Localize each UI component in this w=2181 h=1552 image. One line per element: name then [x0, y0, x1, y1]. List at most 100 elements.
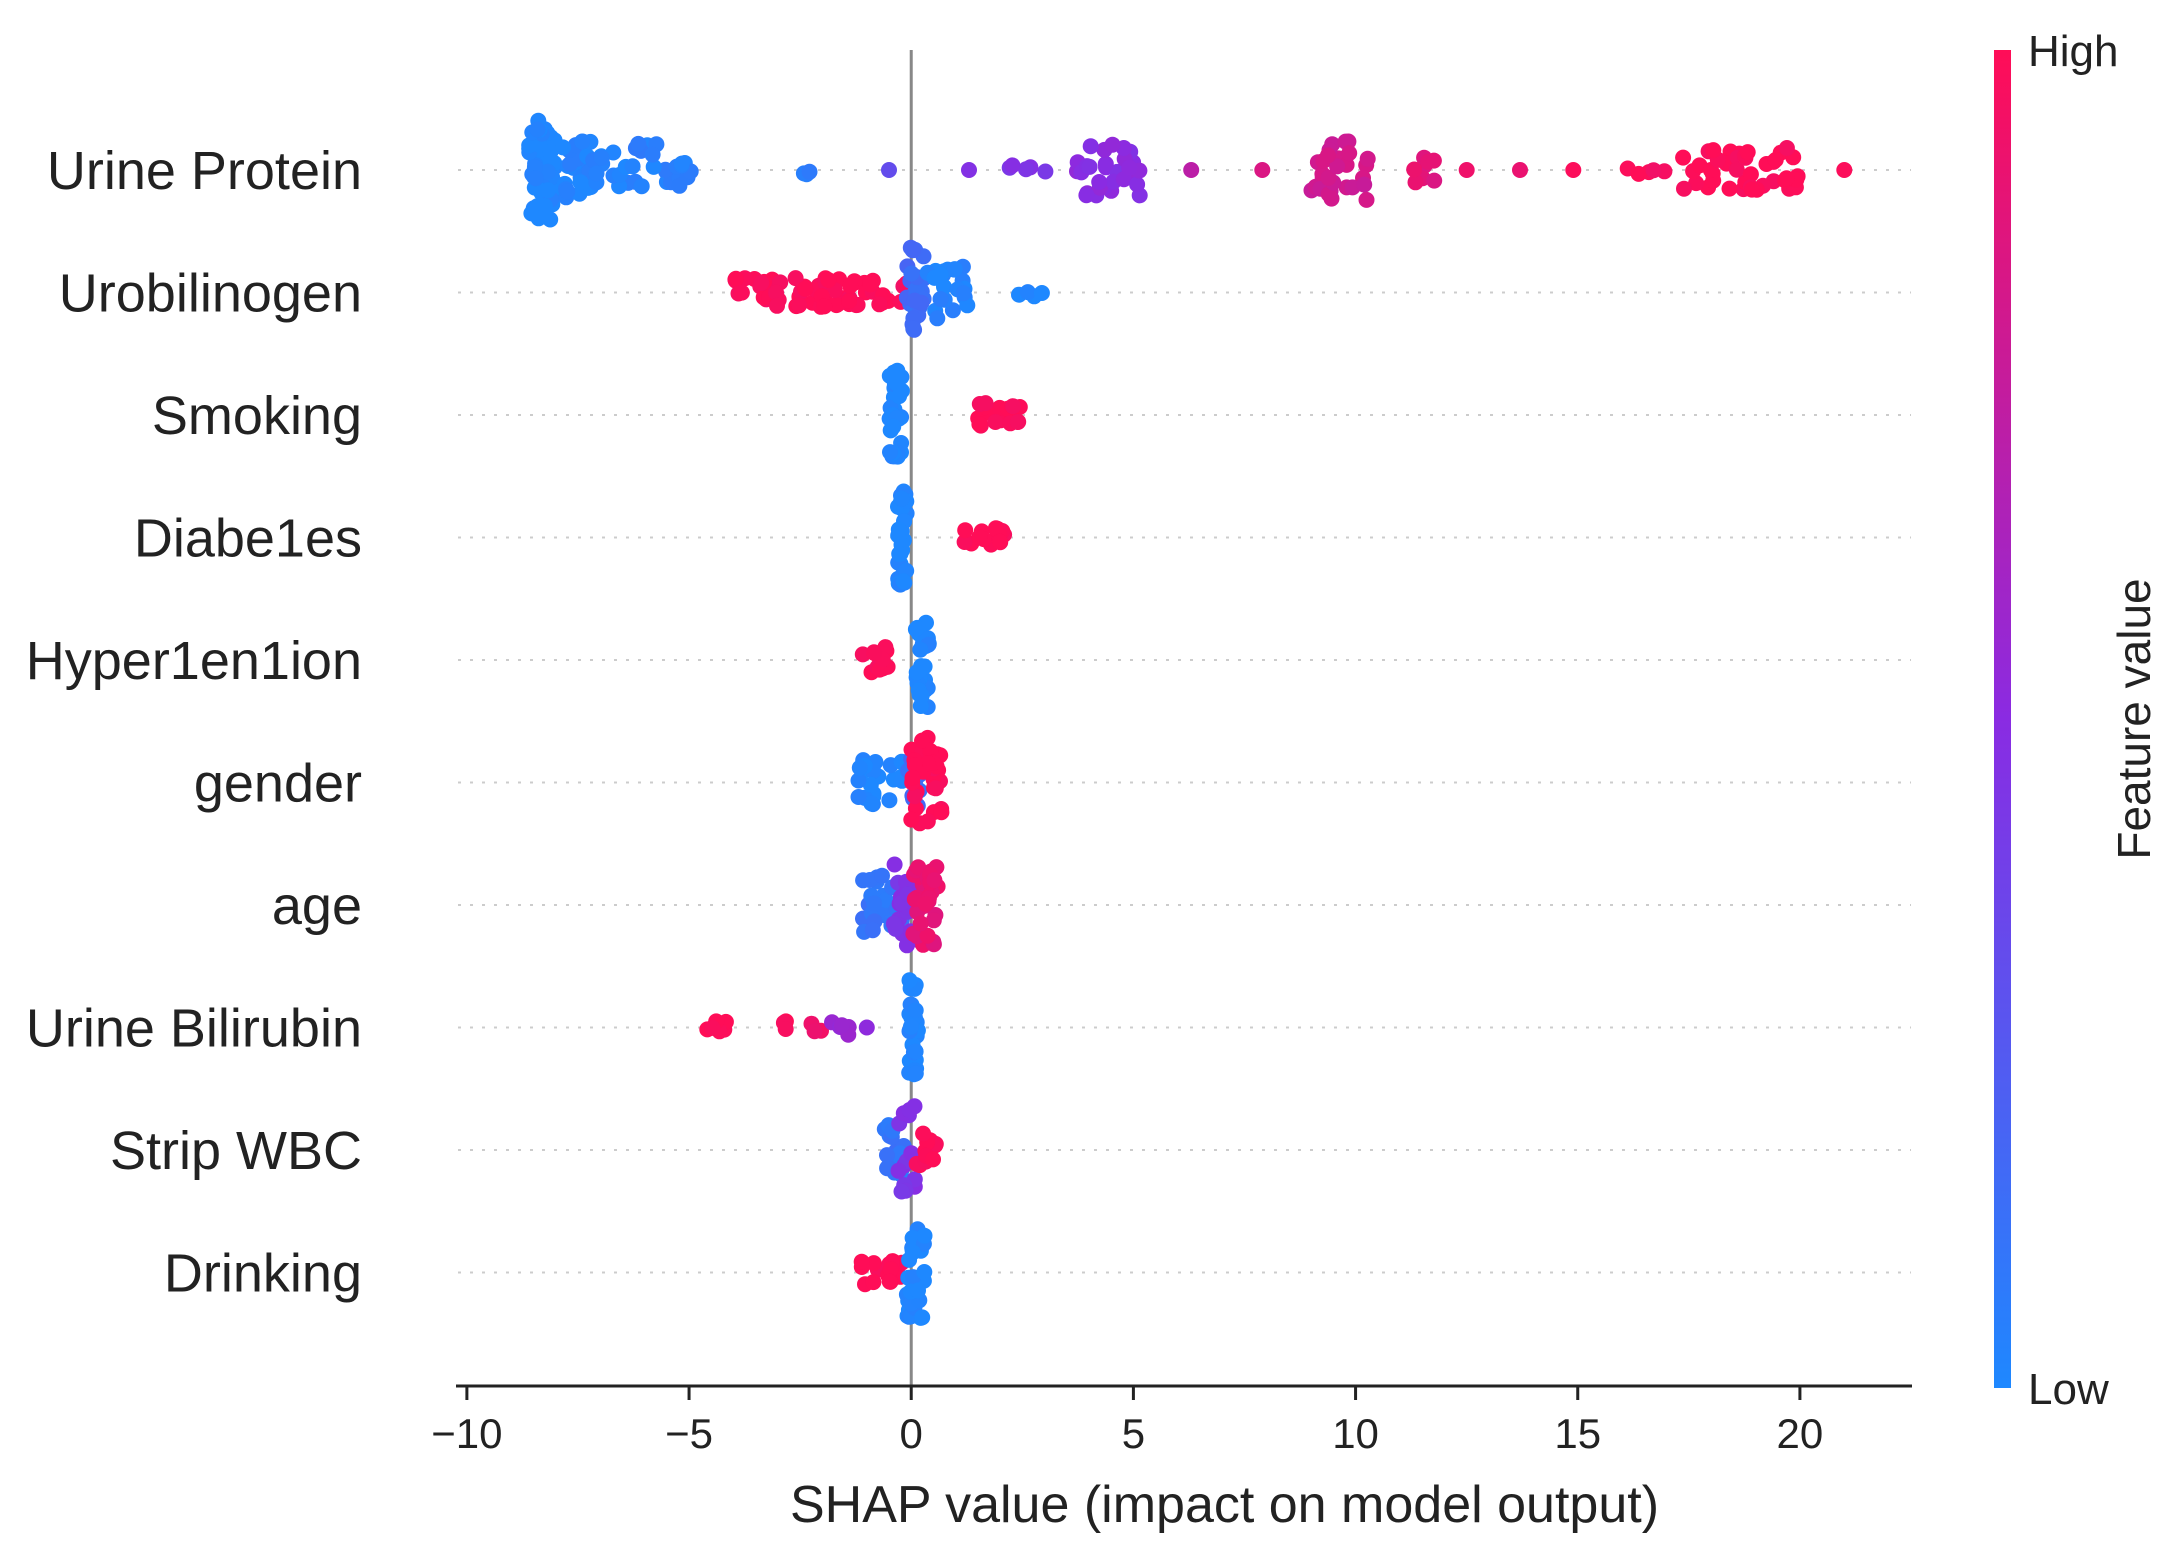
feature-label: Drinking	[164, 1244, 362, 1304]
shap-point	[1329, 158, 1346, 175]
shap-point	[903, 811, 920, 828]
x-tick-label: −10	[431, 1410, 502, 1457]
shap-point	[828, 297, 845, 314]
shap-point	[530, 210, 547, 227]
shap-point	[554, 139, 571, 156]
shap-point	[833, 1017, 850, 1034]
shap-point	[891, 388, 908, 405]
shap-point	[1728, 161, 1745, 178]
x-tick-label: −5	[665, 1410, 713, 1457]
shap-point	[1425, 152, 1442, 169]
x-tick-label: 15	[1554, 1410, 1601, 1457]
shap-point	[704, 1019, 721, 1036]
shap-point	[957, 522, 974, 539]
shap-point	[886, 856, 903, 873]
shap-point	[1705, 142, 1722, 159]
shap-point	[902, 1018, 919, 1035]
shap-point	[1356, 176, 1373, 193]
colorbar-gradient	[1994, 50, 2011, 1388]
shap-point	[1630, 165, 1647, 182]
shap-point	[753, 274, 770, 291]
shap-point	[1005, 398, 1021, 415]
shap-point	[913, 688, 930, 704]
shap-point	[906, 757, 923, 774]
shap-point	[842, 277, 859, 294]
shap-point	[1359, 150, 1376, 167]
shap-point	[630, 135, 647, 152]
shap-point	[769, 297, 785, 314]
shap-point	[866, 645, 883, 661]
shap-dots	[521, 112, 1853, 1326]
shap-point	[915, 1125, 932, 1142]
shap-point	[866, 895, 883, 912]
x-axis: −10 −5 0 5 10 15 20	[431, 1384, 1912, 1457]
shap-point	[574, 133, 591, 150]
shap-point	[893, 490, 910, 507]
shap-point	[893, 1183, 910, 1200]
shap-point	[855, 872, 872, 889]
shap-point	[1836, 162, 1853, 178]
shap-point	[1097, 155, 1114, 172]
shap-point	[862, 276, 879, 293]
shap-point	[865, 1255, 882, 1272]
shap-point	[904, 242, 921, 259]
shap-point	[529, 121, 546, 138]
shap-point	[1743, 181, 1760, 198]
shap-point	[1512, 162, 1528, 178]
shap-point	[1081, 158, 1098, 175]
shap-point	[787, 270, 804, 287]
shap-point	[890, 521, 907, 538]
shap-point	[912, 641, 929, 658]
shap-point	[1082, 138, 1099, 155]
shap-point	[916, 1227, 933, 1244]
shap-point	[863, 795, 880, 812]
shap-point	[881, 162, 897, 178]
shap-point	[727, 270, 744, 287]
shap-point	[1078, 187, 1095, 204]
shap-point	[1406, 161, 1423, 178]
shap-point	[910, 1282, 926, 1299]
row-guide-lines	[458, 169, 1911, 1274]
shap-point	[910, 859, 927, 876]
shap-point	[992, 533, 1008, 550]
shap-point	[882, 444, 898, 461]
shap-point	[901, 1251, 918, 1268]
shap-point	[1341, 145, 1358, 162]
shap-point	[644, 146, 661, 163]
feature-label: Smoking	[152, 386, 362, 446]
shap-point	[1739, 144, 1756, 161]
shap-point	[540, 182, 556, 199]
x-tick-label: 10	[1332, 1410, 1379, 1457]
shap-point	[903, 265, 920, 282]
x-tick-label: 20	[1777, 1410, 1824, 1457]
shap-point	[933, 804, 950, 821]
colorbar-high-label: High	[2028, 27, 2119, 76]
shap-point	[1676, 180, 1692, 197]
shap-point	[927, 780, 944, 797]
shap-point	[633, 178, 650, 195]
shap-point	[959, 297, 976, 314]
shap-point	[919, 813, 936, 830]
shap-point	[882, 1261, 899, 1278]
shap-point	[850, 789, 867, 805]
shap-point	[559, 183, 576, 200]
shap-point	[912, 915, 929, 932]
feature-labels: Urine Protein Urobilinogen Smoking Diabe1es…	[26, 141, 362, 1304]
feature-label: Hyper1en1ion	[26, 631, 362, 691]
shap-point	[624, 158, 641, 175]
shap-point	[841, 293, 857, 309]
shap-point	[971, 416, 988, 433]
feature-label: Diabe1es	[134, 509, 362, 569]
shap-point	[905, 320, 922, 337]
shap-point	[956, 534, 973, 550]
shap-point	[850, 772, 867, 789]
shap-point	[906, 1098, 923, 1115]
shap-point	[536, 198, 553, 214]
shap-point	[1407, 174, 1424, 191]
shap-point	[946, 261, 963, 278]
shap-point	[987, 520, 1004, 537]
shap-point	[593, 149, 610, 166]
shap-point	[917, 896, 934, 912]
shap-point	[858, 1019, 875, 1036]
shap-point	[542, 211, 559, 228]
